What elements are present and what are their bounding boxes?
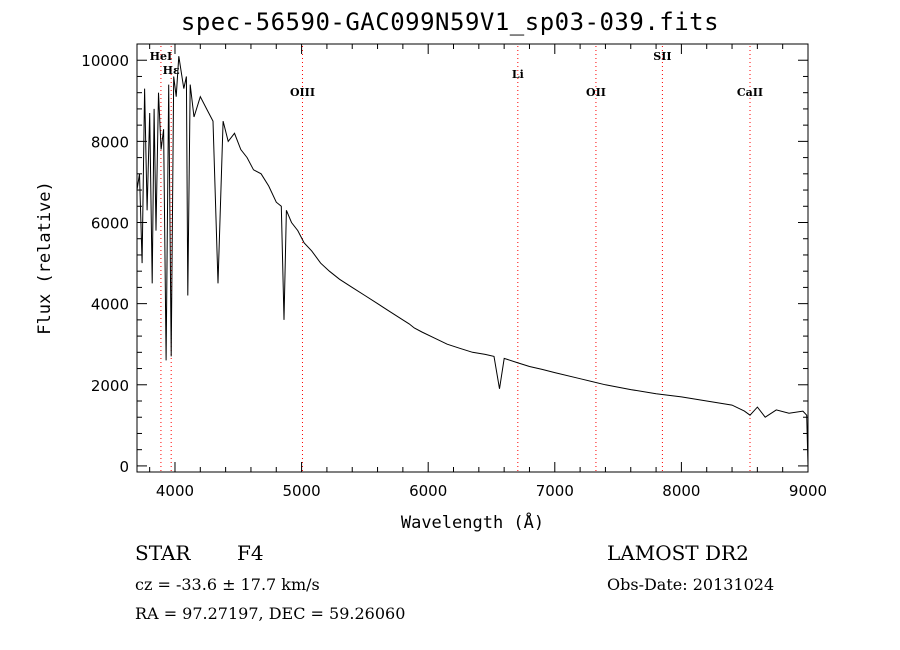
subclass-label: F4 — [237, 541, 264, 565]
line-marker-label: Hε — [163, 64, 180, 77]
spectrum-line — [136, 56, 809, 466]
line-marker-label: OII — [586, 86, 606, 99]
class-label: STAR — [135, 541, 191, 565]
y-tick-label: 0 — [119, 458, 129, 476]
coordinates-text: RA = 97.27197, DEC = 59.26060 — [135, 604, 406, 623]
line-marker-label: HeI — [150, 50, 173, 63]
x-tick-label: 7000 — [536, 482, 574, 500]
x-tick-label: 8000 — [662, 482, 700, 500]
y-tick-label: 6000 — [91, 215, 129, 233]
page-title: spec-56590-GAC099N59V1_sp03-039.fits — [180, 8, 720, 36]
line-marker-label: CaII — [737, 86, 763, 99]
axis-titles: Wavelength (Å) Flux (relative) — [35, 181, 544, 533]
redshift-text: cz = -33.6 ± 17.7 km/s — [135, 575, 320, 594]
survey-label: LAMOST DR2 — [607, 541, 749, 565]
x-tick-label: 6000 — [409, 482, 447, 500]
plot-frame — [136, 43, 809, 473]
line-marker-label: SII — [653, 50, 671, 63]
axes — [136, 43, 809, 473]
y-tick-label: 2000 — [91, 377, 129, 395]
y-tick-label: 4000 — [91, 296, 129, 314]
obs-date-text: Obs-Date: 20131024 — [607, 575, 775, 594]
x-tick-label: 5000 — [282, 482, 320, 500]
tick-labels: 4000 5000 6000 7000 8000 9000 0 2000 4000 6000 800… — [81, 52, 827, 500]
y-tick-label: 8000 — [91, 133, 129, 151]
y-tick-label: 10000 — [81, 52, 129, 70]
x-tick-label: 9000 — [789, 482, 827, 500]
spectrum-series — [136, 56, 809, 466]
x-axis-title: Wavelength (Å) — [401, 511, 544, 533]
x-tick-label: 4000 — [156, 482, 194, 500]
line-marker-label: Li — [512, 68, 524, 81]
line-marker-label: OIII — [290, 86, 315, 99]
y-axis-title: Flux (relative) — [35, 181, 55, 335]
